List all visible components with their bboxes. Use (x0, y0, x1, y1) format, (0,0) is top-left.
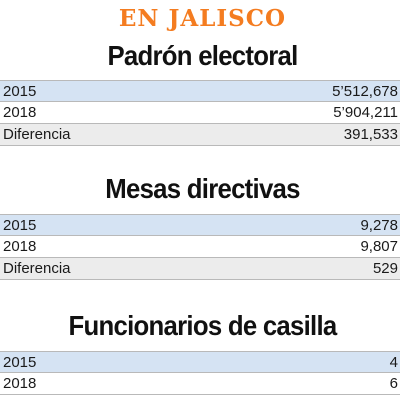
table-padron: 2015 5’512,678 2018 5’904,211 Diferencia… (0, 80, 400, 146)
row-value: 529 (372, 260, 398, 277)
row-label: 2018 (3, 104, 37, 121)
row-label: 2015 (3, 353, 37, 371)
kicker-title: EN JALISCO (118, 5, 287, 32)
table-row: 2015 4 (0, 351, 400, 373)
row-label: Diferencia (3, 126, 71, 143)
row-value: 4 (389, 353, 398, 371)
section-title-padron: Padrón electoral (107, 40, 298, 71)
table-row: 2018 5’904,211 (0, 102, 400, 124)
table-row: 2015 9,278 (0, 214, 400, 236)
section-title-funcionarios: Funcionarios de casilla (68, 310, 338, 341)
section-title-mesas: Mesas directivas (105, 173, 300, 204)
row-label: 2015 (3, 82, 37, 100)
row-label: 2018 (3, 238, 37, 255)
row-value: 9,807 (360, 238, 398, 255)
table-funcionarios: 2015 4 2018 6 (0, 351, 400, 395)
row-value: 5’512,678 (332, 82, 398, 100)
table-row: 2018 9,807 (0, 236, 400, 258)
row-value: 5’904,211 (333, 104, 398, 121)
table-row: 2015 5’512,678 (0, 80, 400, 102)
row-label: 2018 (3, 375, 37, 392)
table-row: Diferencia 391,533 (0, 124, 400, 146)
table-row: Diferencia 529 (0, 258, 400, 280)
row-value: 391,533 (343, 126, 398, 143)
table-row: 2018 6 (0, 373, 400, 395)
row-value: 6 (389, 375, 398, 392)
row-value: 9,278 (360, 216, 398, 234)
table-mesas: 2015 9,278 2018 9,807 Diferencia 529 (0, 214, 400, 280)
row-label: Diferencia (3, 260, 71, 277)
row-label: 2015 (3, 216, 37, 234)
